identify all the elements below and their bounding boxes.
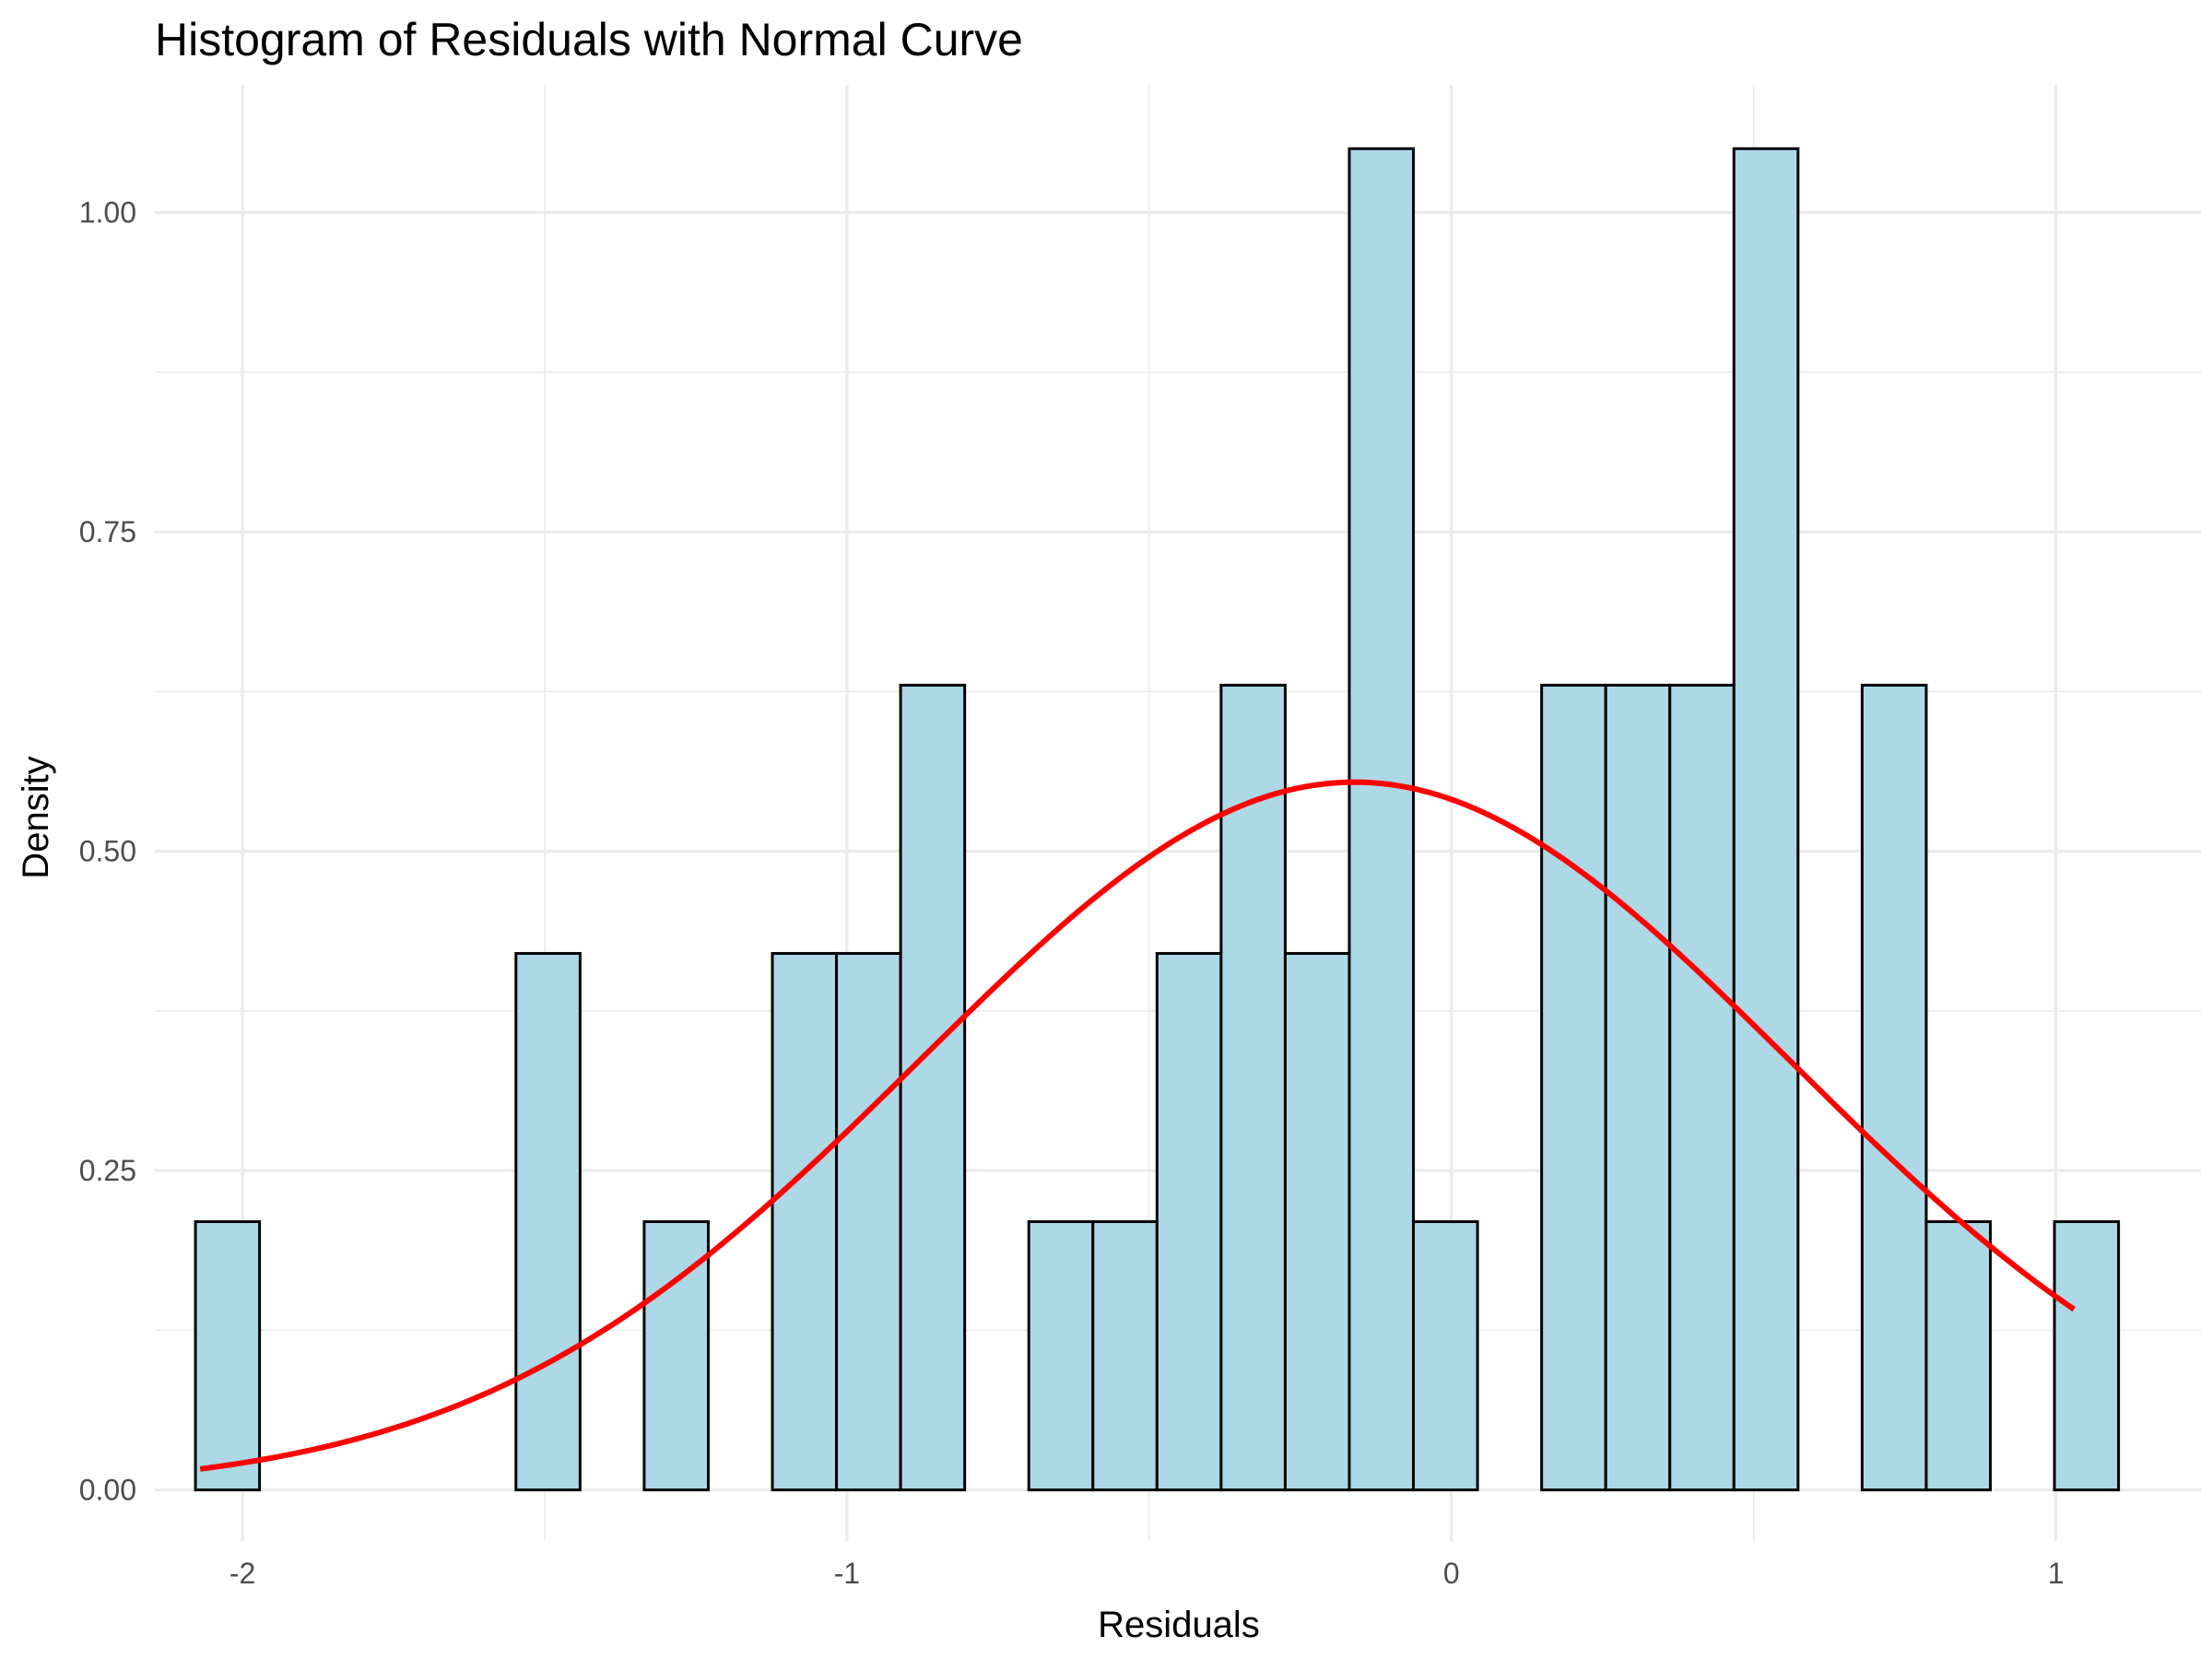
x-tick-label: -1	[834, 1557, 860, 1590]
y-tick-label: 0.00	[79, 1474, 136, 1507]
chart-title: Histogram of Residuals with Normal Curve	[155, 14, 1023, 65]
histogram-bar	[1091, 1220, 1159, 1492]
x-axis-title: Residuals	[1098, 1605, 1260, 1645]
y-tick-label: 0.25	[79, 1154, 136, 1187]
histogram-bar	[194, 1220, 262, 1492]
histogram-bar	[1283, 951, 1351, 1492]
histogram-bar	[835, 951, 902, 1492]
histogram-bar	[1155, 951, 1223, 1492]
histogram-bar	[1604, 683, 1672, 1492]
curve-layer	[199, 779, 2076, 1472]
grid-layer	[155, 85, 2201, 1541]
y-tick-label: 1.00	[79, 196, 136, 229]
histogram-bar	[1540, 683, 1607, 1492]
x-tick-labels: -2 -1 0 1	[229, 1557, 2065, 1590]
normal-density-curve	[199, 779, 2076, 1472]
histogram-bar	[1668, 683, 1735, 1492]
y-tick-label: 0.50	[79, 835, 136, 868]
histogram-bar	[2053, 1220, 2121, 1492]
histogram-bar	[1347, 147, 1416, 1492]
y-tick-labels: 0.00 0.25 0.50 0.75 1.00	[79, 196, 136, 1507]
histogram-bar	[899, 683, 967, 1492]
histogram-bar	[1219, 683, 1287, 1492]
histogram-bar	[1860, 683, 1928, 1492]
histogram-bar	[1732, 147, 1800, 1492]
histogram-bar	[1924, 1220, 1993, 1492]
x-tick-label: 0	[1443, 1557, 1460, 1590]
y-axis-title: Density	[16, 756, 56, 878]
x-tick-label: 1	[2048, 1557, 2065, 1590]
histogram-bar	[771, 951, 839, 1492]
histogram-bar	[514, 951, 582, 1492]
bars-layer	[194, 147, 2121, 1492]
histogram-bar	[1027, 1220, 1095, 1492]
y-tick-label: 0.75	[79, 515, 136, 548]
histogram-bar	[1412, 1220, 1479, 1492]
x-tick-label: -2	[229, 1557, 255, 1590]
